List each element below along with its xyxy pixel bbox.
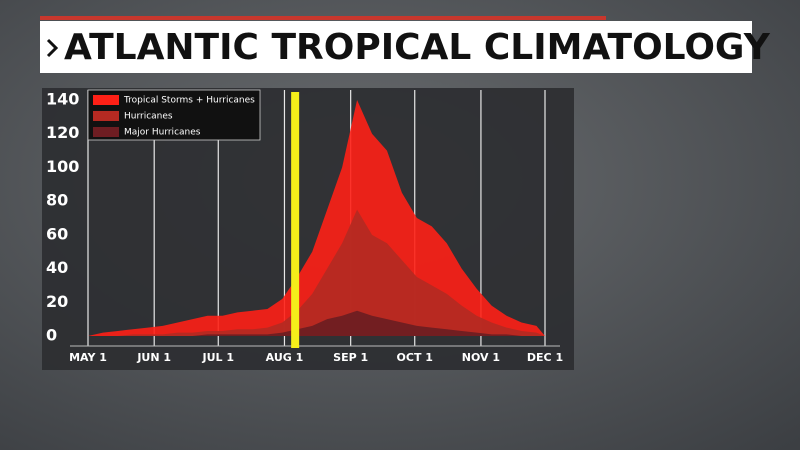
y-tick-label: 100 [46,157,79,176]
accent-bar [40,16,606,20]
y-tick-label: 20 [46,292,68,311]
y-tick-label: 60 [46,224,68,243]
chevron [46,38,59,58]
area [88,100,545,336]
y-tick-label: 120 [46,123,79,142]
y-tick-label: 80 [46,191,68,210]
y-tick-label: 140 [46,90,79,109]
x-tick-label: DEC 1 [527,351,563,364]
legend-swatch [93,95,119,105]
x-tick-label: JUL 1 [202,351,235,364]
x-tick-label: AUG 1 [266,351,304,364]
legend-label: Major Hurricanes [124,128,201,138]
legend-swatch [93,111,119,121]
highlight-line [291,92,300,348]
x-tick-label: MAY 1 [69,351,107,364]
x-tick-label: NOV 1 [462,351,500,364]
chart-title: ATLANTIC TROPICAL CLIMATOLOGY [64,27,771,68]
y-tick-label: 40 [46,258,68,277]
area [88,209,545,336]
x-tick-label: SEP 1 [333,351,368,364]
legend-label: Hurricanes [124,112,173,122]
area [88,310,545,336]
x-tick-label: JUN 1 [136,351,171,364]
legend-swatch [93,127,119,137]
title-bar [40,21,752,73]
legend-label: Tropical Storms + Hurricanes [123,96,255,106]
y-tick-label: 0 [46,326,57,345]
x-tick-label: OCT 1 [397,351,433,364]
